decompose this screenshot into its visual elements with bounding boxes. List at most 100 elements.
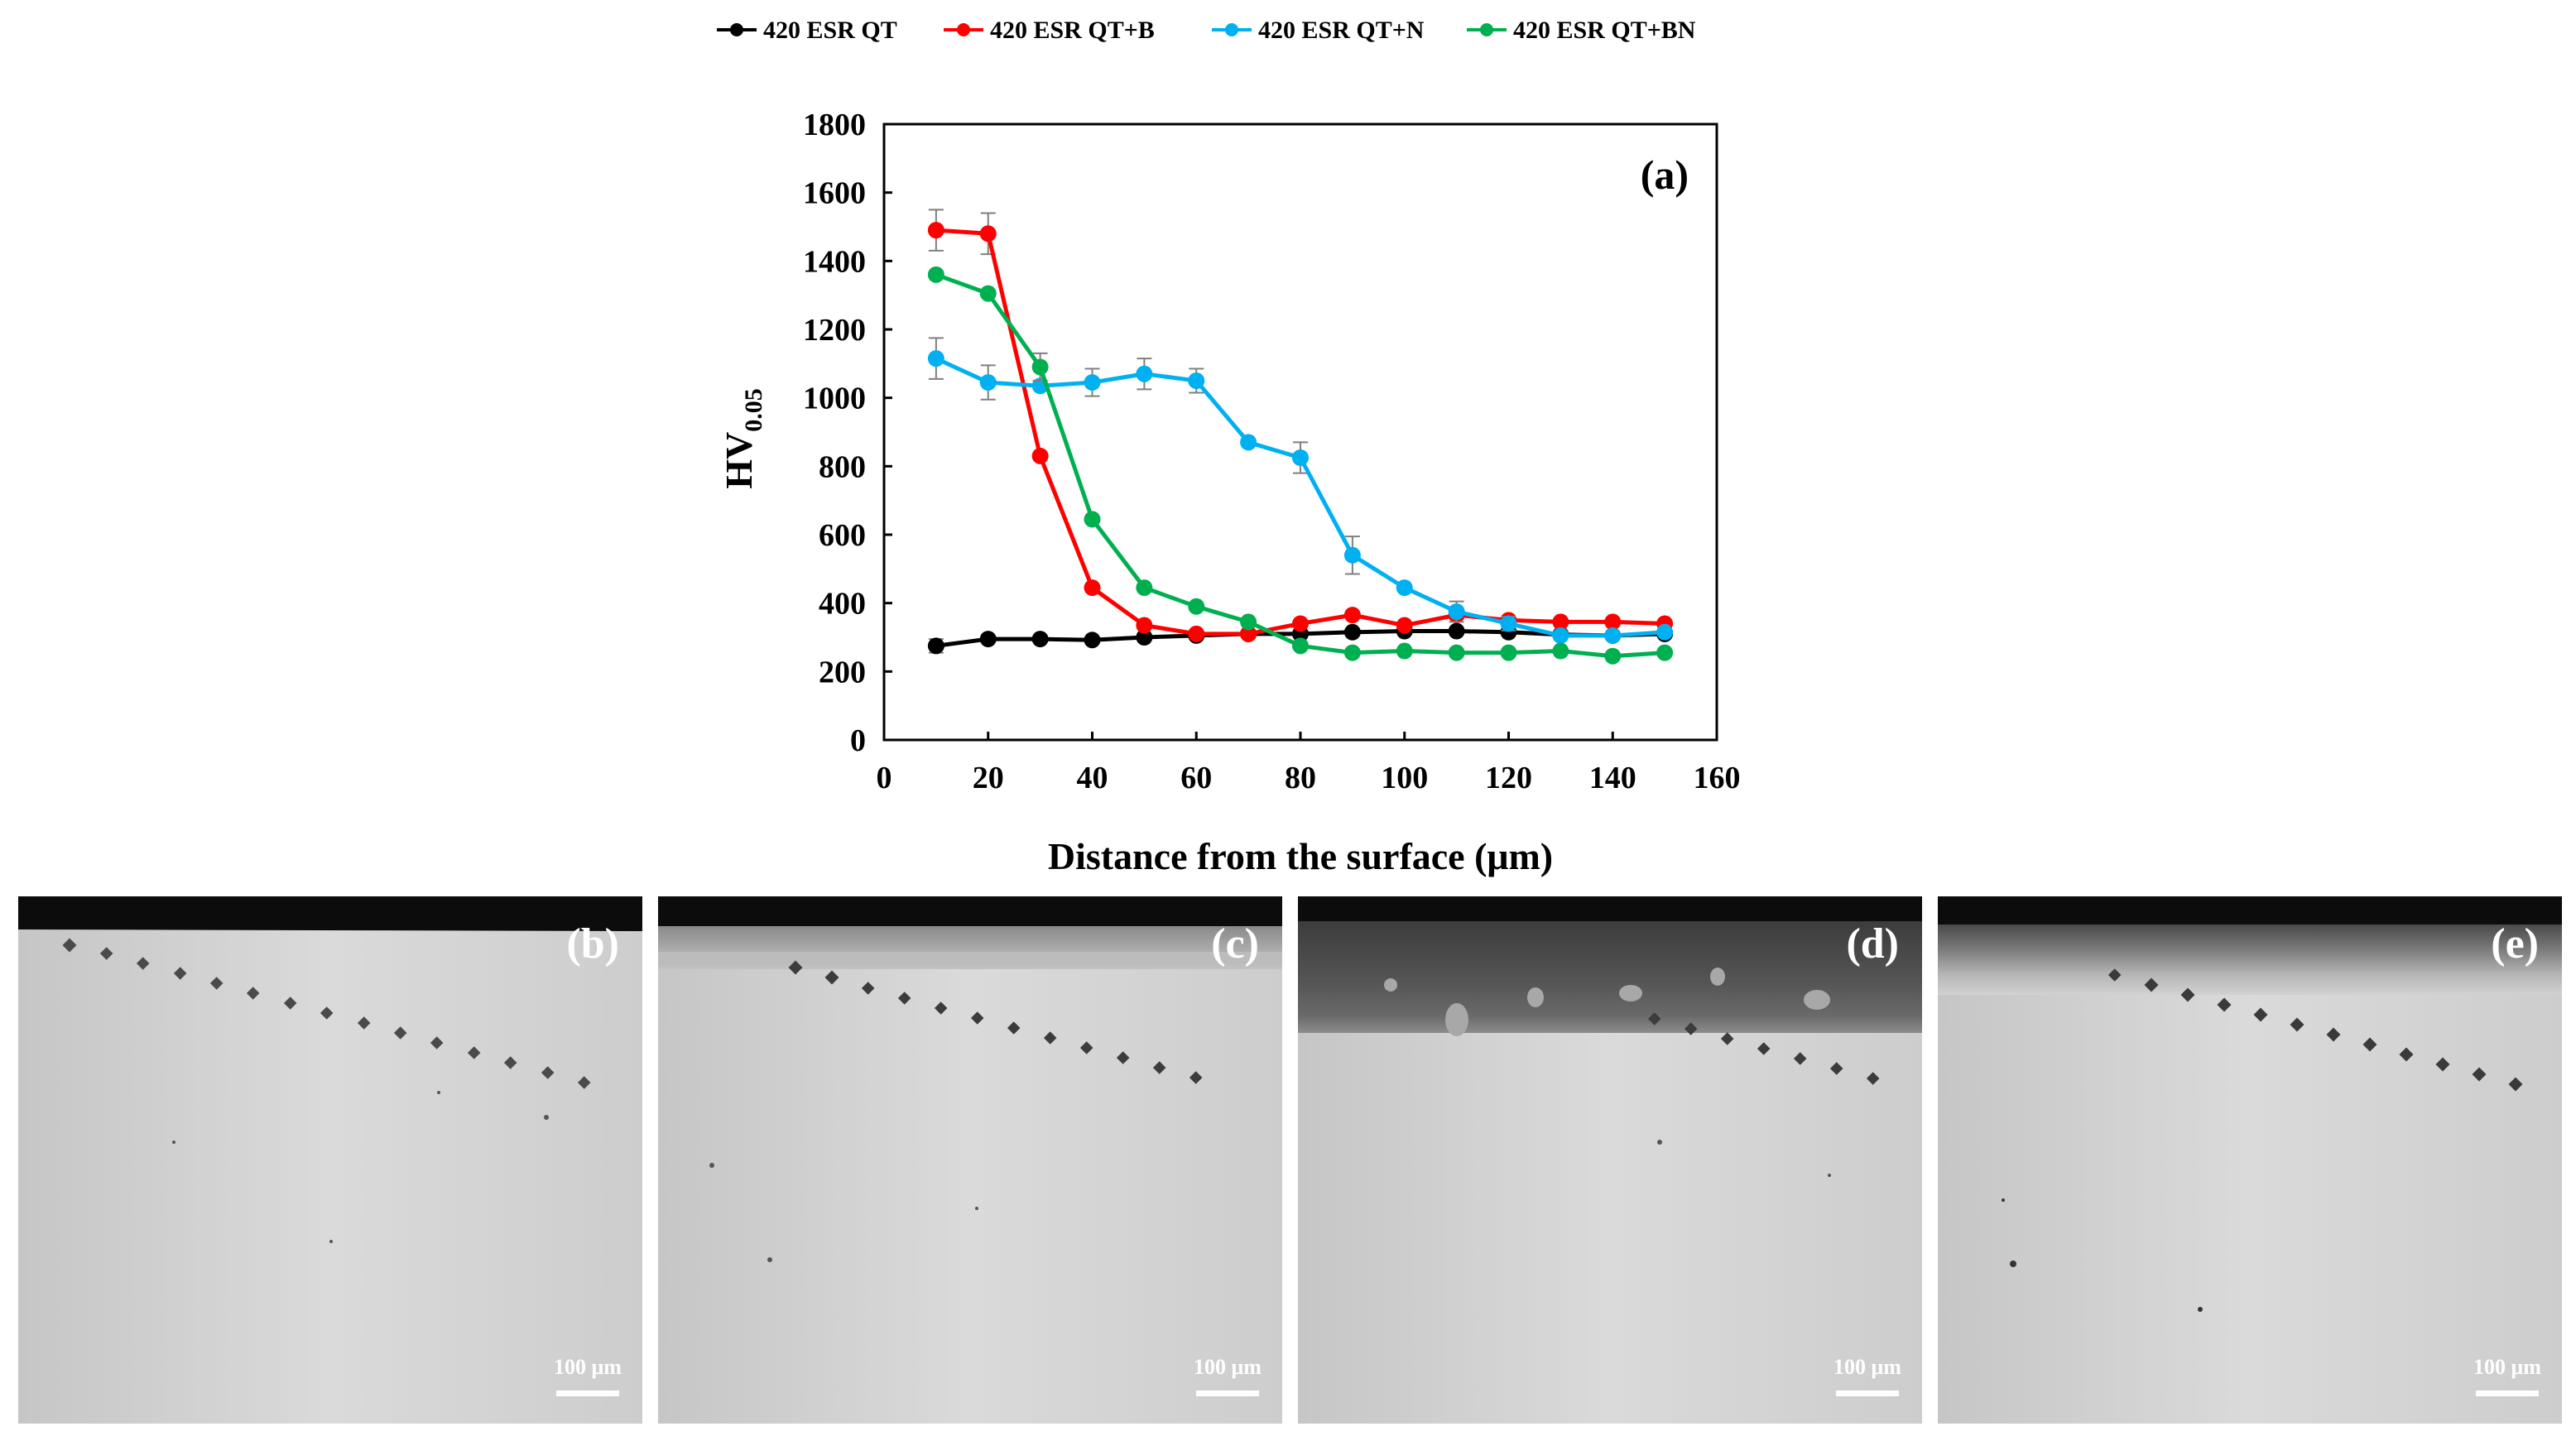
indent <box>2435 1057 2450 1072</box>
micrograph-b-specks <box>172 1091 549 1243</box>
micrograph-d-layer <box>1298 921 1922 1033</box>
micrograph-d-label: (d) <box>1846 920 1899 968</box>
data-point <box>1188 625 1205 642</box>
micrograph-c-scale-bar <box>1196 1390 1259 1396</box>
indent <box>393 1026 407 1040</box>
micrograph-e-scale-text: 100 μm <box>2473 1355 2541 1379</box>
legend-item: 420 ESR QT+B <box>944 17 1155 44</box>
micrograph-d-indents <box>1647 1012 1880 1085</box>
speck <box>2010 1261 2016 1267</box>
legend-swatch-marker <box>957 23 970 36</box>
micrograph-c: (c) 100 μm <box>658 896 1282 1424</box>
indent <box>861 982 875 995</box>
data-point <box>1188 372 1205 389</box>
indent <box>1684 1022 1698 1035</box>
indent <box>1720 1032 1734 1045</box>
indent <box>1116 1051 1130 1064</box>
indent <box>2472 1067 2487 1082</box>
micrograph-b-label: (b) <box>566 920 619 968</box>
indent <box>897 992 911 1005</box>
data-point <box>1031 358 1049 376</box>
data-point <box>1343 546 1361 564</box>
grain <box>1527 987 1544 1007</box>
indent <box>173 967 187 980</box>
data-point <box>1084 579 1101 597</box>
data-point <box>1500 615 1517 632</box>
indent <box>2362 1037 2377 1052</box>
micrograph-e-indents <box>2107 968 2523 1092</box>
data-point <box>1656 623 1674 641</box>
data-point <box>1343 607 1361 624</box>
indent <box>1043 1031 1057 1045</box>
series-2 <box>927 337 1674 644</box>
legend-swatch-marker <box>1480 23 1493 36</box>
data-point <box>1552 627 1569 644</box>
speck <box>1828 1174 1831 1177</box>
y-tick-label: 400 <box>819 587 866 622</box>
indent <box>1829 1062 1843 1075</box>
data-point <box>1396 617 1413 634</box>
legend-swatch-marker <box>1225 23 1238 36</box>
series-line <box>935 228 1665 636</box>
indent <box>1793 1052 1807 1065</box>
y-axis-title: HV0.05 <box>718 388 767 489</box>
indent <box>209 977 223 990</box>
speck <box>1657 1140 1662 1145</box>
indent <box>136 957 150 970</box>
micrograph-c-layer <box>658 926 1282 969</box>
micrograph-c-mount <box>658 896 1282 926</box>
indent <box>1007 1021 1021 1035</box>
data-point <box>1604 647 1622 665</box>
data-point <box>1292 637 1309 655</box>
data-point <box>1240 625 1257 642</box>
speck <box>767 1257 772 1262</box>
data-point <box>1031 631 1049 648</box>
legend-swatch-marker <box>730 23 743 36</box>
indent <box>320 1006 334 1020</box>
indent <box>2107 968 2122 982</box>
data-point <box>1188 598 1205 615</box>
y-axis-ticks: 0 200 400 600 800 1000 1200 1400 1600 1800 <box>803 108 892 758</box>
micrograph-c-layer-edge <box>658 952 1282 962</box>
x-tick-label: 40 <box>1077 761 1108 795</box>
series-3 <box>927 266 1674 665</box>
data-point <box>927 350 944 367</box>
speck <box>2198 1307 2203 1312</box>
micrograph-e-mount <box>1938 896 2562 925</box>
y-tick-label: 0 <box>850 723 866 758</box>
data-point <box>979 285 997 302</box>
micrograph-d-mount <box>1298 896 1922 921</box>
grain <box>1445 1003 1468 1036</box>
indent <box>246 987 260 1000</box>
micrograph-d-scale-bar <box>1836 1390 1899 1396</box>
indent <box>1079 1041 1093 1054</box>
data-point <box>979 631 997 648</box>
indent <box>467 1046 481 1059</box>
data-point <box>979 374 997 391</box>
x-tick-label: 60 <box>1180 761 1212 795</box>
y-tick-label: 1400 <box>803 244 866 279</box>
data-point <box>927 637 944 655</box>
data-point <box>1448 622 1465 640</box>
x-tick-label: 140 <box>1589 761 1636 795</box>
y-tick-label: 1200 <box>803 313 866 348</box>
data-point <box>1343 623 1361 641</box>
micrograph-e: (e) 100 μm <box>1938 896 2562 1424</box>
data-point <box>1031 447 1049 464</box>
micrograph-c-substrate <box>658 896 1282 1424</box>
data-point <box>1136 629 1153 646</box>
data-point <box>927 266 944 283</box>
micrograph-b-mount <box>18 896 642 931</box>
y-tick-label: 200 <box>819 655 866 689</box>
speck <box>709 1163 714 1168</box>
data-point <box>1084 632 1101 649</box>
indent <box>357 1016 371 1030</box>
x-axis-ticks: 0 20 40 60 80 100 120 140 160 <box>877 732 1741 795</box>
y-axis-title-subscript: 0.05 <box>740 388 767 432</box>
y-axis-title-main: HV <box>718 432 760 489</box>
indent <box>2253 1007 2268 1022</box>
series-1 <box>927 209 1674 642</box>
micrograph-b-scale-bar <box>556 1390 619 1396</box>
indent <box>1647 1012 1661 1025</box>
data-point <box>1448 603 1465 620</box>
